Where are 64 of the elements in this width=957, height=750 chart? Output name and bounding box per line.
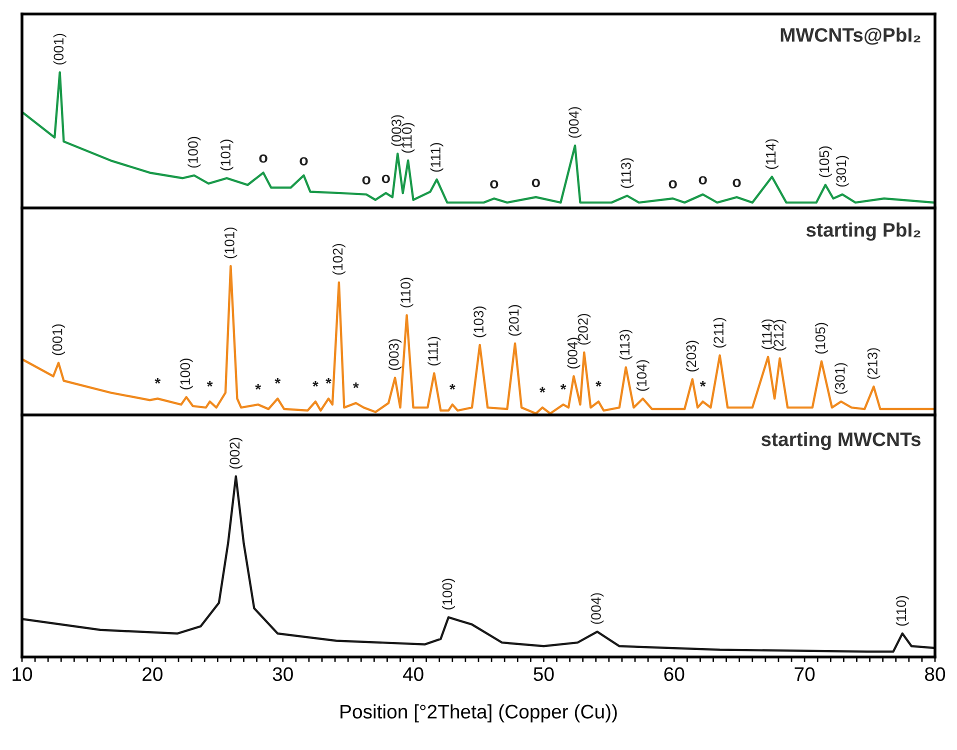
x-tick-label: 30 bbox=[272, 667, 293, 682]
annotation: (004) bbox=[568, 107, 582, 138]
annotation: (105) bbox=[815, 322, 828, 354]
annotation: (101) bbox=[224, 228, 238, 258]
annotation: (114) bbox=[765, 139, 778, 169]
x-tick-label: 20 bbox=[142, 667, 162, 682]
annotation: o bbox=[668, 180, 677, 189]
annotation: (203) bbox=[686, 340, 699, 372]
annotation: (201) bbox=[508, 305, 522, 336]
annotation: * bbox=[539, 386, 546, 393]
annotation: (105) bbox=[818, 146, 832, 178]
x-tick-label: 60 bbox=[664, 667, 684, 682]
annotation: (111) bbox=[430, 143, 444, 172]
annotation: (211) bbox=[713, 318, 726, 348]
annotation: o bbox=[532, 178, 540, 188]
annotation: (113) bbox=[619, 330, 632, 360]
annotation: * bbox=[560, 384, 566, 390]
annotation: (212) bbox=[773, 320, 786, 351]
annotation: (110) bbox=[896, 596, 909, 626]
chart-title: starting PbI₂ bbox=[806, 222, 920, 241]
x-tick-label: 70 bbox=[794, 667, 815, 682]
annotation: * bbox=[255, 384, 262, 390]
annotation: (110) bbox=[400, 278, 414, 308]
annotation: o bbox=[698, 176, 707, 184]
annotation: (111) bbox=[428, 336, 441, 366]
annotation: * bbox=[326, 378, 332, 384]
annotation: * bbox=[154, 378, 161, 384]
annotation: (100) bbox=[442, 578, 455, 610]
x-tick-label: 50 bbox=[534, 667, 554, 682]
annotation: (103) bbox=[473, 306, 486, 338]
annotation: (100) bbox=[188, 136, 201, 168]
annotation: * bbox=[700, 380, 706, 387]
annotation: o bbox=[382, 174, 390, 184]
x-axis-title: Position [°2Theta] (Copper (Cu)) bbox=[340, 704, 617, 722]
annotation: (101) bbox=[220, 140, 234, 170]
annotation: (002) bbox=[229, 438, 242, 469]
annotation: * bbox=[206, 380, 213, 387]
annotation: (004) bbox=[590, 593, 604, 624]
annotation: (213) bbox=[867, 348, 880, 379]
annotation: * bbox=[352, 382, 359, 388]
annotation: (301) bbox=[836, 156, 849, 187]
x-tick-label: 10 bbox=[12, 667, 32, 682]
annotation: (100) bbox=[180, 358, 193, 390]
annotation: (104) bbox=[636, 360, 650, 391]
annotation: o bbox=[490, 180, 498, 189]
x-tick-label: 40 bbox=[402, 667, 424, 682]
annotation: * bbox=[596, 380, 602, 387]
annotation: (003) bbox=[388, 339, 402, 370]
annotation: o bbox=[259, 154, 268, 163]
annotation: * bbox=[449, 384, 456, 390]
annotation: o bbox=[732, 178, 741, 188]
chart-title: MWCNTs@PbI₂ bbox=[780, 28, 920, 45]
annotation: (001) bbox=[52, 324, 65, 356]
chart-title: starting MWCNTs bbox=[761, 432, 921, 450]
annotation: * bbox=[274, 378, 281, 384]
annotation: * bbox=[312, 380, 318, 387]
annotation: (102) bbox=[332, 244, 346, 275]
annotation: o bbox=[362, 176, 370, 184]
annotation: (001) bbox=[53, 34, 66, 65]
annotation: (113) bbox=[620, 158, 634, 188]
annotation: o bbox=[300, 157, 308, 166]
annotation: (301) bbox=[834, 363, 848, 394]
annotation: (114) bbox=[762, 319, 775, 350]
x-tick-label: 80 bbox=[925, 667, 946, 682]
